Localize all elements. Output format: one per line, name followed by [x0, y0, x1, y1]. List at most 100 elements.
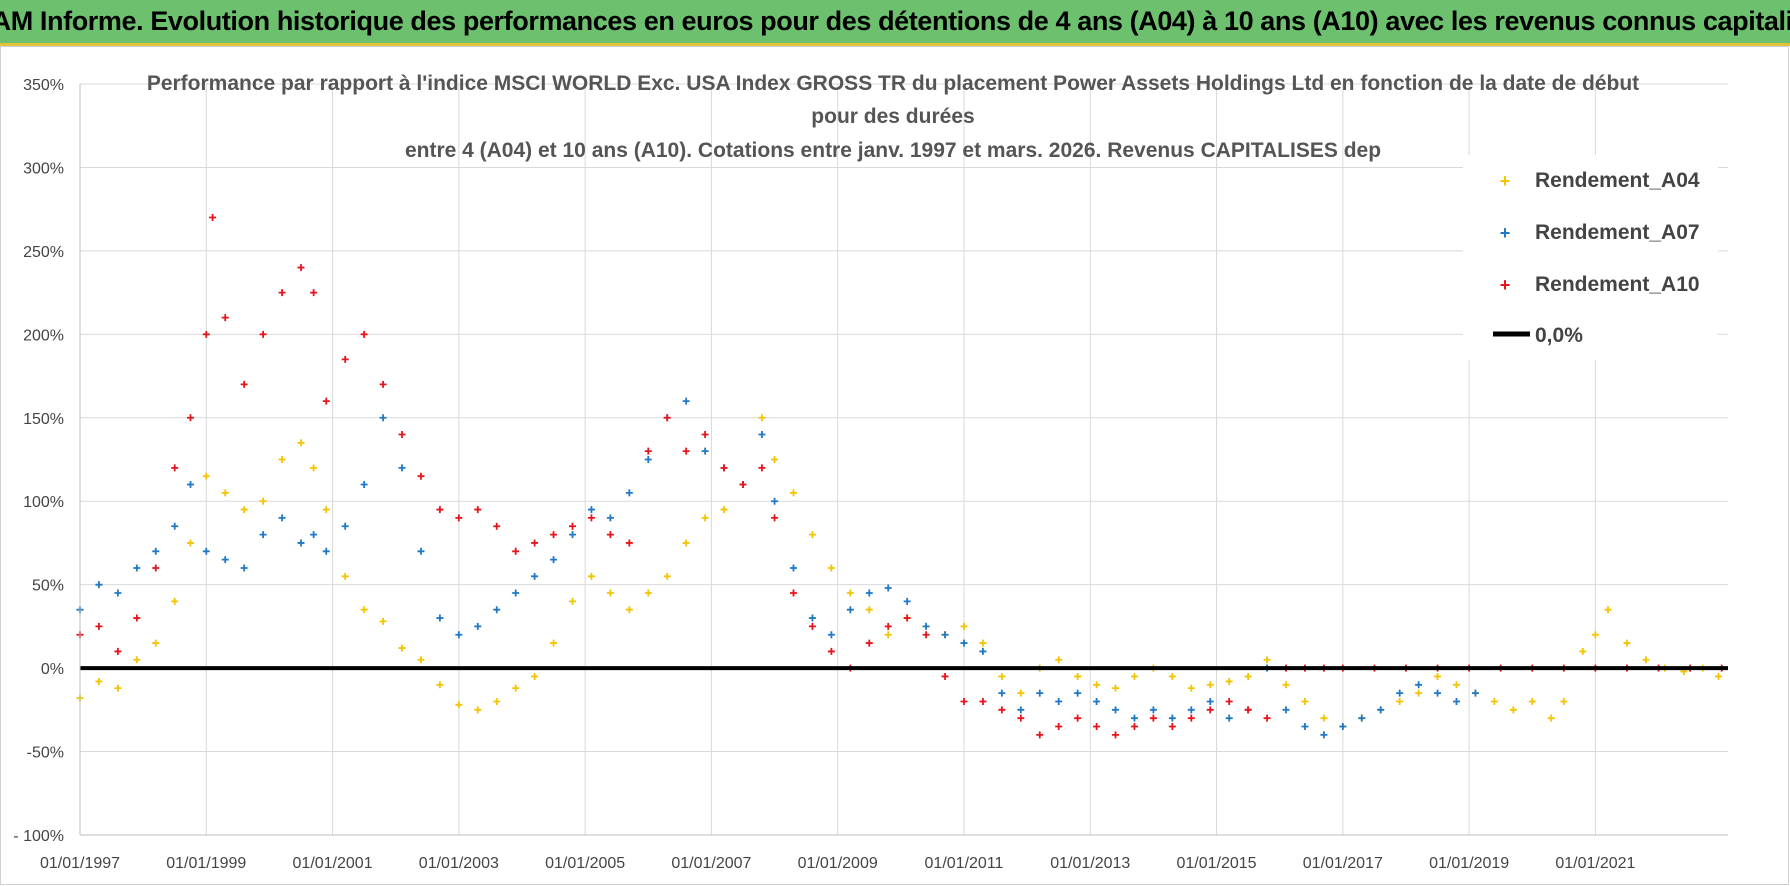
x-tick-label: 01/01/2003 — [419, 855, 499, 872]
data-point-rendement-a04 — [1434, 672, 1442, 680]
y-tick-label: 250% — [23, 244, 64, 261]
data-point-rendement-a10 — [1206, 706, 1214, 714]
legend-label-zero: 0,0% — [1535, 324, 1583, 347]
data-point-rendement-a04 — [1509, 706, 1517, 714]
data-point-rendement-a07 — [202, 547, 210, 555]
data-point-rendement-a10 — [960, 697, 968, 705]
data-point-rendement-a04 — [1604, 606, 1612, 614]
data-point-rendement-a07 — [398, 464, 406, 472]
data-point-rendement-a04 — [1591, 631, 1599, 639]
data-point-rendement-a04 — [808, 531, 816, 539]
x-tick-label: 01/01/2007 — [671, 855, 751, 872]
data-point-rendement-a07 — [808, 614, 816, 622]
data-point-rendement-a04 — [360, 606, 368, 614]
data-point-rendement-a04 — [1244, 672, 1252, 680]
data-point-rendement-a07 — [960, 639, 968, 647]
data-point-rendement-a10 — [95, 622, 103, 630]
data-point-rendement-a07 — [1225, 714, 1233, 722]
data-point-rendement-a10 — [417, 472, 425, 480]
x-tick-label: 01/01/2021 — [1555, 855, 1635, 872]
data-point-rendement-a07 — [114, 589, 122, 597]
data-point-rendement-a04 — [1282, 681, 1290, 689]
data-point-rendement-a07 — [379, 414, 387, 422]
data-point-rendement-a07 — [1377, 706, 1385, 714]
data-point-rendement-a04 — [114, 684, 122, 692]
series-rendement-a07 — [76, 397, 1479, 739]
y-tick-label: 350% — [23, 77, 64, 94]
data-point-rendement-a10 — [701, 430, 709, 438]
data-point-rendement-a10 — [998, 706, 1006, 714]
data-point-rendement-a04 — [701, 514, 709, 522]
data-point-rendement-a10 — [360, 330, 368, 338]
data-point-rendement-a04 — [1187, 684, 1195, 692]
data-point-rendement-a07 — [310, 531, 318, 539]
data-point-rendement-a07 — [701, 447, 709, 455]
x-tick-label: 01/01/2015 — [1177, 855, 1257, 872]
data-point-rendement-a10 — [455, 514, 463, 522]
data-point-rendement-a04 — [1112, 684, 1120, 692]
data-point-rendement-a10 — [322, 397, 330, 405]
data-point-rendement-a07 — [1017, 706, 1025, 714]
data-point-rendement-a10 — [1168, 723, 1176, 731]
chart-title: Performance par rapport à l'indice MSCI … — [147, 72, 1639, 162]
data-point-rendement-a04 — [1055, 656, 1063, 664]
data-point-rendement-a04 — [1490, 697, 1498, 705]
data-point-rendement-a04 — [884, 631, 892, 639]
data-point-rendement-a07 — [1055, 697, 1063, 705]
data-point-rendement-a10 — [739, 481, 747, 489]
data-point-rendement-a07 — [1434, 689, 1442, 697]
data-point-rendement-a10 — [474, 506, 482, 514]
data-point-rendement-a07 — [493, 606, 501, 614]
data-point-rendement-a07 — [221, 556, 229, 564]
data-point-rendement-a10 — [550, 531, 558, 539]
data-point-rendement-a10 — [758, 464, 766, 472]
data-point-rendement-a04 — [322, 506, 330, 514]
chart-legend: + Rendement_A04 + Rendement_A07 + Rendem… — [1463, 155, 1718, 360]
data-point-rendement-a04 — [95, 677, 103, 685]
data-point-rendement-a07 — [322, 547, 330, 555]
data-point-rendement-a07 — [1206, 697, 1214, 705]
y-tick-label: 100% — [23, 494, 64, 511]
data-point-rendement-a04 — [493, 697, 501, 705]
data-point-rendement-a07 — [455, 631, 463, 639]
data-point-rendement-a07 — [1452, 697, 1460, 705]
data-point-rendement-a07 — [790, 564, 798, 572]
data-point-rendement-a04 — [379, 617, 387, 625]
data-point-rendement-a10 — [1225, 697, 1233, 705]
data-point-rendement-a10 — [827, 647, 835, 655]
y-tick-label: 50% — [32, 578, 64, 595]
data-point-rendement-a07 — [1093, 697, 1101, 705]
data-point-rendement-a04 — [998, 672, 1006, 680]
data-point-rendement-a07 — [1282, 706, 1290, 714]
data-point-rendement-a10 — [152, 564, 160, 572]
data-point-rendement-a04 — [1396, 697, 1404, 705]
data-point-rendement-a07 — [865, 589, 873, 597]
data-point-rendement-a10 — [493, 522, 501, 530]
data-point-rendement-a10 — [209, 214, 217, 222]
data-point-rendement-a04 — [531, 672, 539, 680]
data-point-rendement-a04 — [720, 506, 728, 514]
data-point-rendement-a07 — [979, 647, 987, 655]
data-point-rendement-a10 — [587, 514, 595, 522]
data-point-rendement-a10 — [240, 380, 248, 388]
data-point-rendement-a10 — [531, 539, 539, 547]
data-point-rendement-a07 — [474, 622, 482, 630]
y-tick-label: 0% — [41, 661, 64, 678]
data-point-rendement-a07 — [171, 522, 179, 530]
x-tick-label: 01/01/2017 — [1303, 855, 1383, 872]
data-point-rendement-a04 — [587, 572, 595, 580]
data-point-rendement-a07 — [922, 622, 930, 630]
x-tick-label: 01/01/2011 — [925, 855, 1004, 872]
chart-frame — [0, 46, 1789, 885]
y-tick-label: -50% — [27, 745, 64, 762]
data-point-rendement-a04 — [398, 644, 406, 652]
data-point-rendement-a10 — [512, 547, 520, 555]
data-point-rendement-a07 — [259, 531, 267, 539]
data-point-rendement-a07 — [884, 584, 892, 592]
data-point-rendement-a04 — [771, 456, 779, 463]
data-point-rendement-a10 — [133, 614, 141, 622]
chart-title-line-2: pour des durées — [811, 105, 974, 128]
data-point-rendement-a07 — [1358, 714, 1366, 722]
data-point-rendement-a04 — [240, 506, 248, 514]
data-point-rendement-a07 — [1320, 731, 1328, 739]
